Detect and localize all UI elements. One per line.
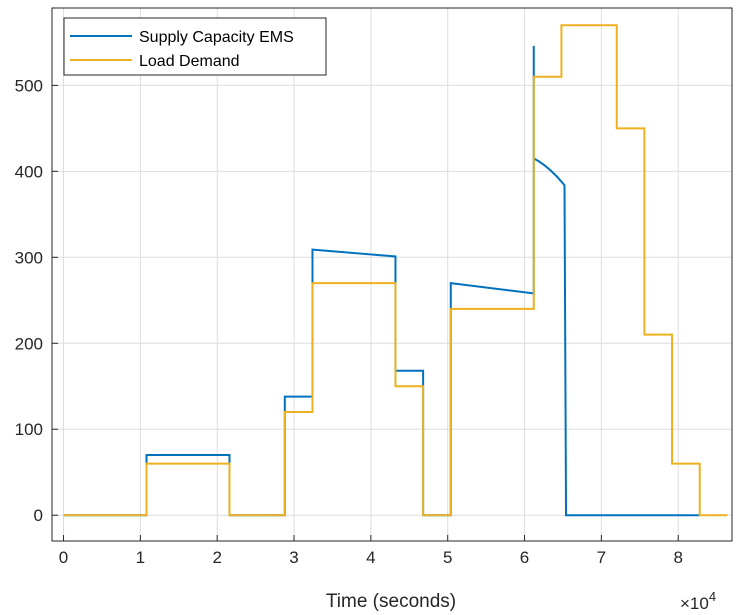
y-tick-label: 500 [15,76,43,95]
x-tick-label: 5 [443,548,452,567]
x-tick-label: 8 [673,548,682,567]
axes-background [52,8,732,541]
x-tick-label: 3 [289,548,298,567]
y-tick-label: 200 [15,334,43,353]
y-tick-label: 100 [15,420,43,439]
y-tick-label: 300 [15,248,43,267]
x-axis-exponent-base: ×10 [680,594,709,613]
ticks [52,84,679,541]
grid [52,8,732,541]
y-tick-label: 400 [15,162,43,181]
legend: Supply Capacity EMS Load Demand [63,17,327,76]
series-line-load [63,24,728,517]
x-axis-label: Time (seconds) [326,591,456,612]
x-axis-exponent: ×104 [680,589,716,613]
tick-labels: 0 1 2 3 4 5 6 7 8 0 100 200 300 400 500 [15,76,683,567]
x-tick-label: 6 [520,548,529,567]
x-tick-label: 4 [366,548,375,567]
legend-label-supply: Supply Capacity EMS [139,29,294,46]
x-tick-label: 7 [597,548,606,567]
x-tick-label: 0 [59,548,68,567]
legend-label-load: Load Demand [139,53,240,70]
x-tick-label: 1 [136,548,145,567]
x-axis-exponent-power: 4 [709,589,716,604]
x-tick-label: 2 [212,548,221,567]
y-tick-label: 0 [34,506,43,525]
legend-box [63,17,327,76]
series-layer [63,24,728,517]
axes-box [51,7,733,542]
